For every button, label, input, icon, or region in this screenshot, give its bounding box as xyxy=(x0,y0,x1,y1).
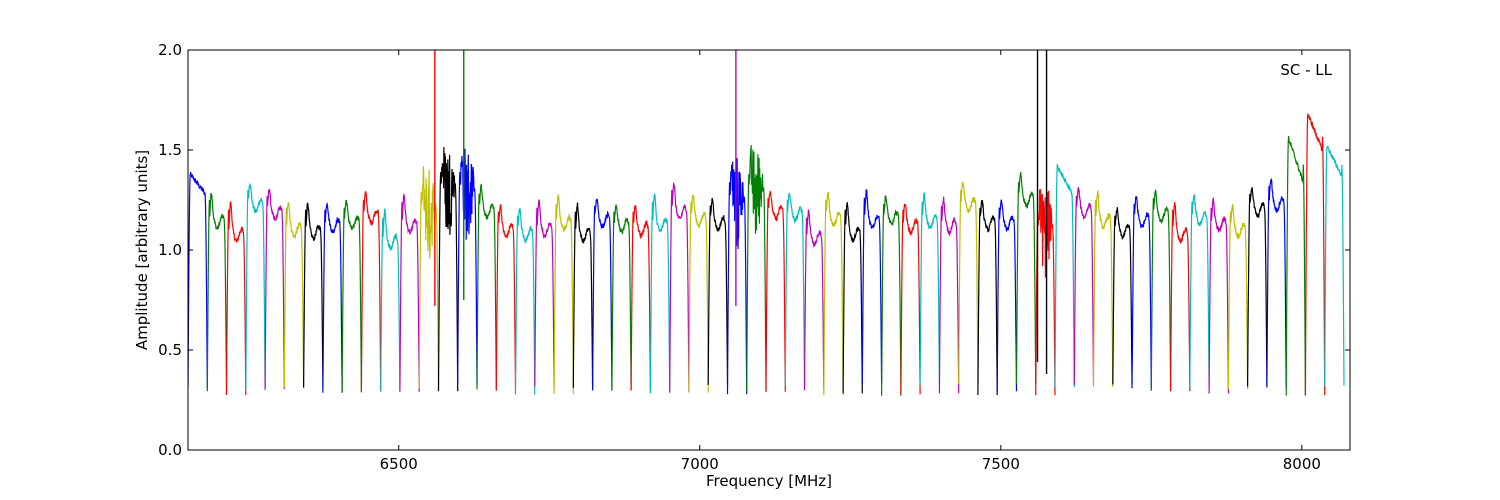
channel-line xyxy=(803,209,825,391)
y-tick-label: 0.0 xyxy=(158,441,182,459)
channel-line xyxy=(669,182,690,392)
y-tick-label: 1.5 xyxy=(158,141,182,159)
channel-line xyxy=(707,197,729,385)
channel-line xyxy=(1092,190,1114,388)
series-layer xyxy=(188,50,1345,396)
y-tick-label: 2.0 xyxy=(158,41,182,59)
channel-line xyxy=(977,199,998,396)
channel-line xyxy=(1015,172,1037,385)
channel-line xyxy=(919,192,940,385)
channel-line xyxy=(495,204,517,391)
channel-line xyxy=(399,193,420,392)
channel-line xyxy=(1246,187,1268,387)
channel-line xyxy=(418,166,440,389)
y-tick-label: 1.0 xyxy=(158,241,182,259)
corner-annotation: SC - LL xyxy=(1280,61,1332,79)
channel-line xyxy=(842,202,863,394)
channel-line xyxy=(380,208,401,392)
channel-line xyxy=(1169,201,1191,392)
x-axis: 6500 7000 7500 8000 xyxy=(380,50,1321,473)
channel-line xyxy=(649,192,671,394)
channel-line xyxy=(457,148,478,385)
channel-line xyxy=(823,192,844,396)
channel-line xyxy=(1131,196,1152,389)
channel-line xyxy=(534,199,555,387)
channel-line xyxy=(1073,186,1095,386)
channel-line xyxy=(746,145,767,392)
channel-line xyxy=(514,208,536,395)
channel-line xyxy=(245,182,266,391)
x-tick-label: 8000 xyxy=(1283,455,1321,473)
channel-line xyxy=(1266,177,1287,388)
channel-line xyxy=(630,205,651,391)
channel-line xyxy=(572,202,594,388)
channel-line xyxy=(322,202,343,393)
channel-line xyxy=(591,198,613,391)
channel-line xyxy=(765,190,786,392)
channel-line xyxy=(880,194,902,396)
channel-line xyxy=(1227,204,1249,390)
channel-line xyxy=(1304,113,1326,396)
channel-line xyxy=(1285,135,1307,396)
channel-line xyxy=(958,181,979,385)
x-tick-label: 6500 xyxy=(380,455,418,473)
channel-line xyxy=(225,201,247,396)
channel-line xyxy=(900,203,921,395)
plot-area xyxy=(188,50,1345,396)
channel-line xyxy=(1054,164,1075,388)
channel-line xyxy=(938,196,960,394)
channel-line xyxy=(1208,196,1230,394)
x-tick-label: 7000 xyxy=(681,455,719,473)
y-axis-title: Amplitude [arbitrary units] xyxy=(133,150,151,350)
channel-line xyxy=(437,147,459,392)
y-tick-label: 0.5 xyxy=(158,341,182,359)
x-axis-title: Frequency [MHz] xyxy=(706,472,832,490)
channel-line xyxy=(264,188,285,389)
channel-line xyxy=(341,199,362,393)
channel-line xyxy=(476,183,497,390)
channel-line xyxy=(726,158,748,395)
channel-line xyxy=(283,201,305,388)
channel-line xyxy=(188,171,208,389)
channel-line xyxy=(611,204,632,390)
channel-line xyxy=(1112,207,1133,385)
channel-line xyxy=(784,192,806,387)
channel-line xyxy=(1035,189,1056,396)
channel-line xyxy=(206,192,228,392)
x-tick-label: 7500 xyxy=(982,455,1020,473)
channel-line xyxy=(553,194,574,394)
channel-line xyxy=(996,199,1018,392)
channel-line xyxy=(360,190,382,392)
channel-line xyxy=(688,193,709,393)
y-axis: 0.0 0.5 1.0 1.5 2.0 xyxy=(158,41,1350,459)
channel-line xyxy=(1324,146,1345,386)
channel-line xyxy=(861,189,883,385)
channel-line xyxy=(303,202,324,388)
channel-line xyxy=(1189,194,1210,388)
channel-line xyxy=(1150,189,1172,391)
